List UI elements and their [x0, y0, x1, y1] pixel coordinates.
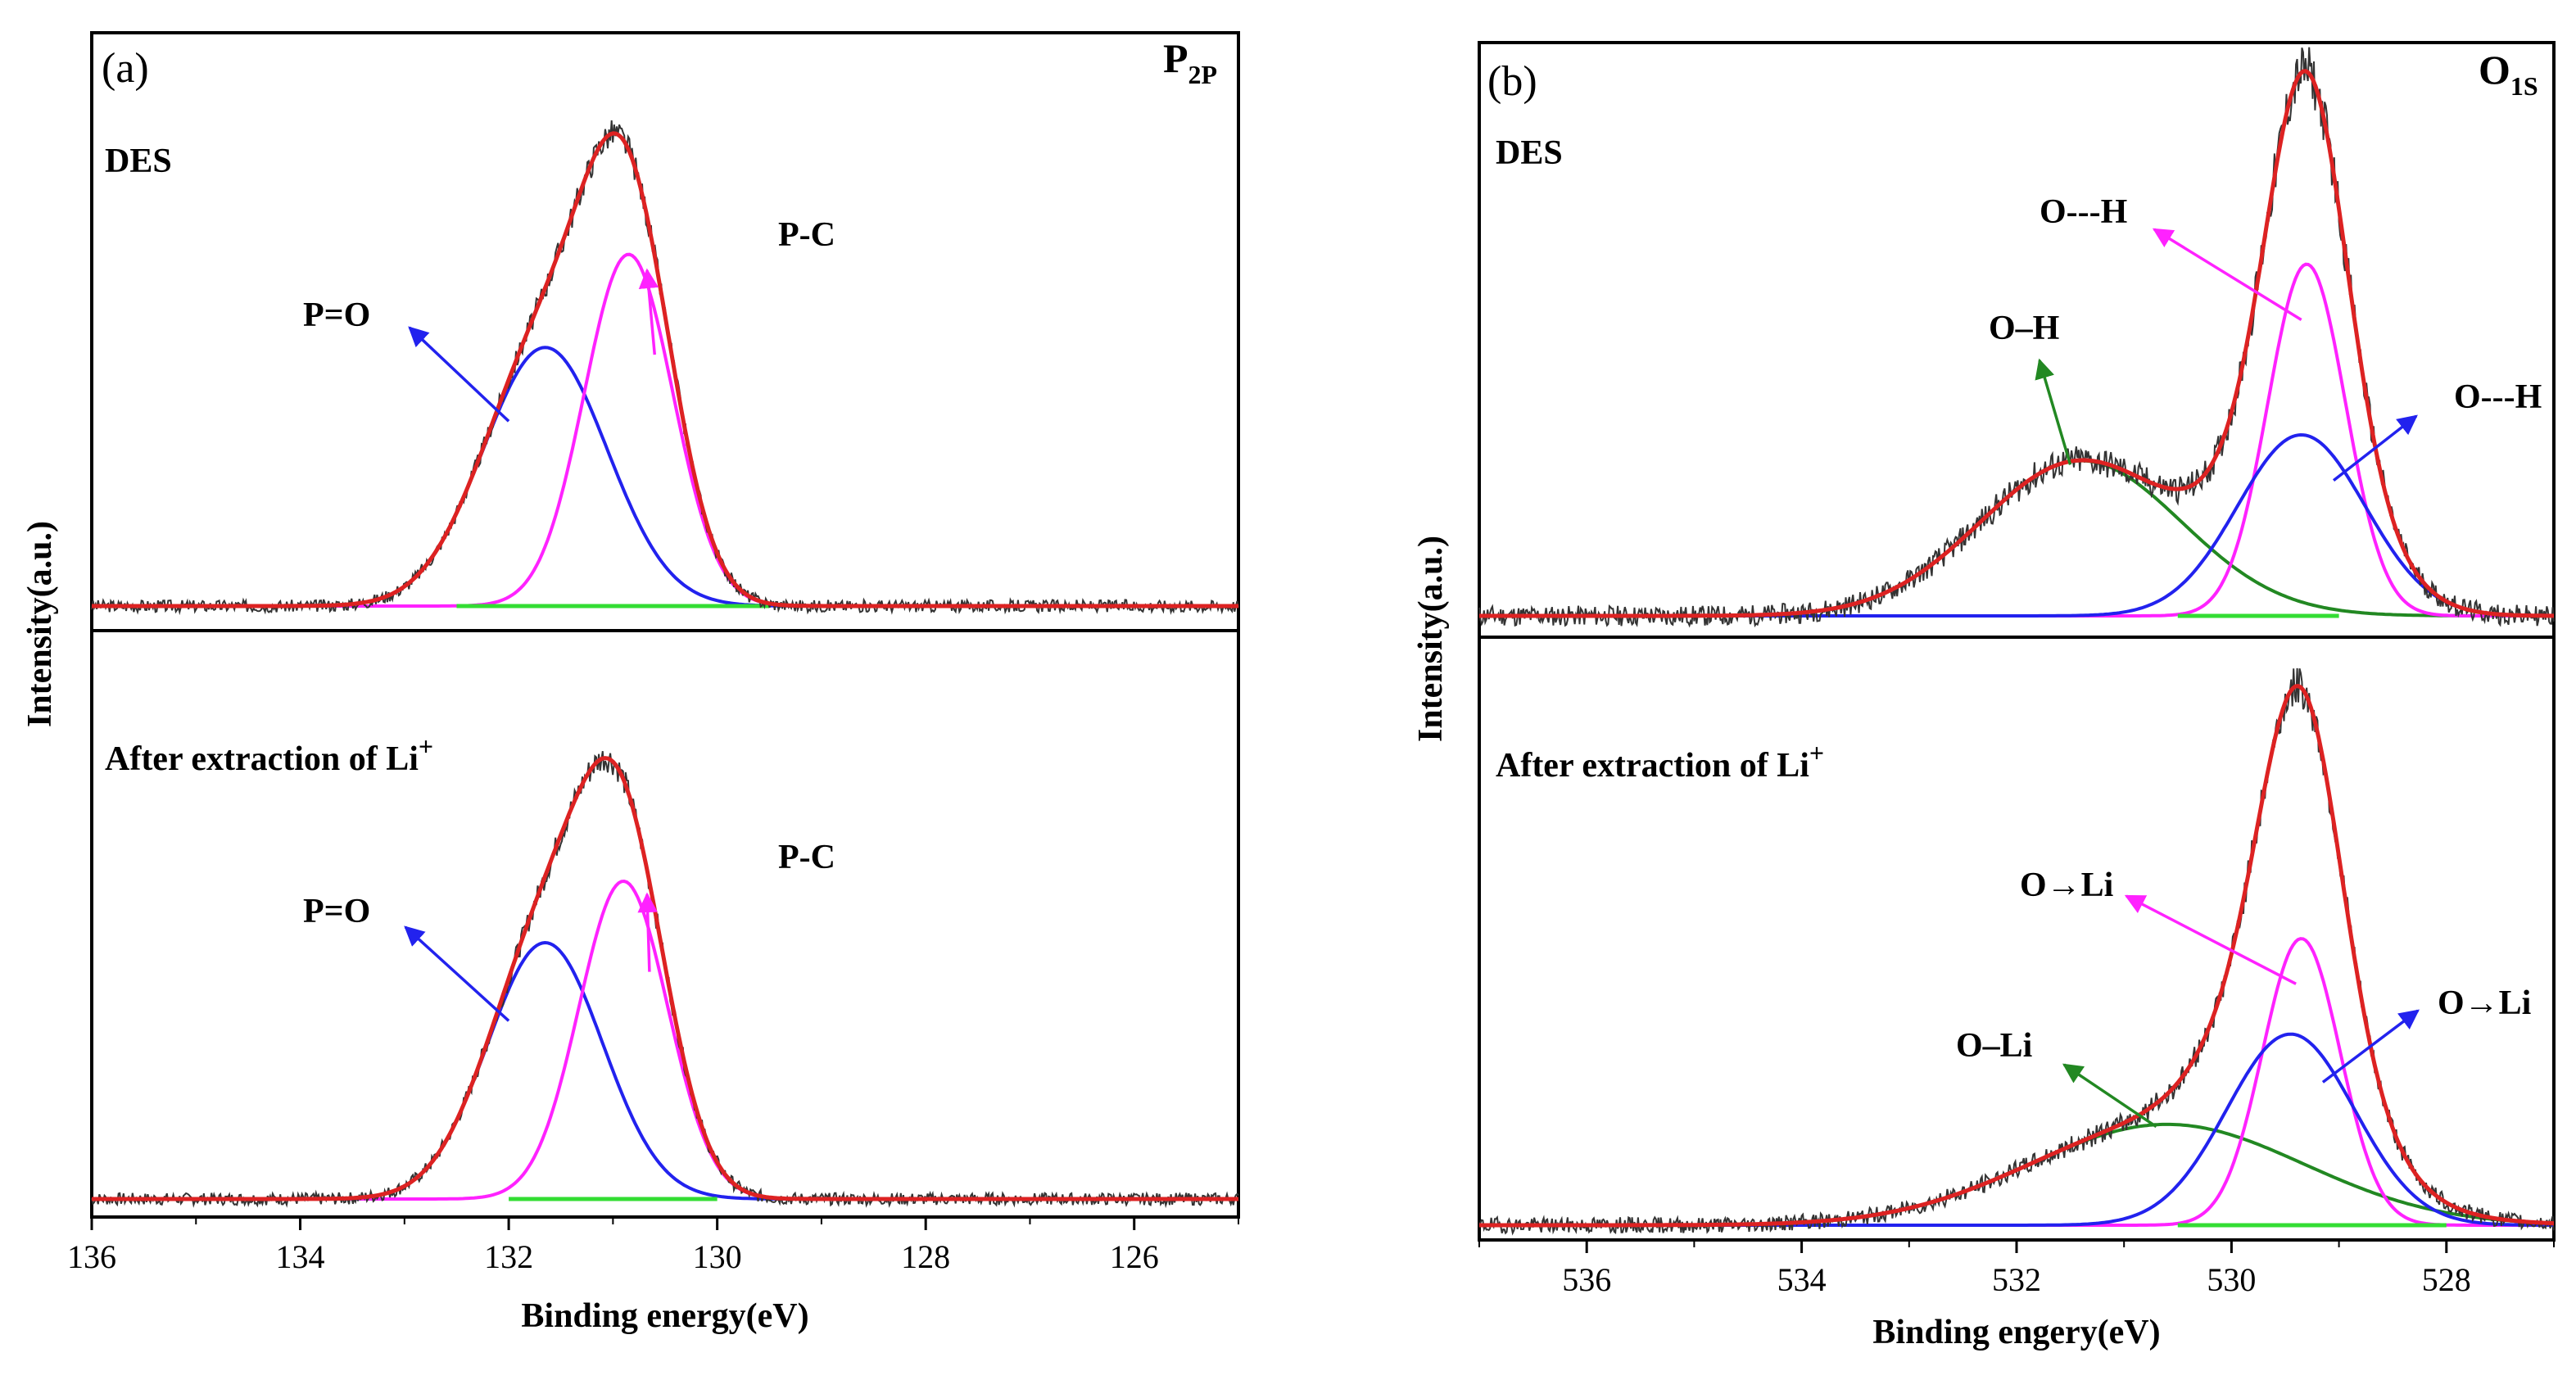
panel-b-x-title: Binding engery(eV)	[1872, 1314, 2160, 1351]
annotation-arrow	[637, 892, 658, 972]
sample-label: DES	[105, 143, 172, 180]
panel-b-top-subplot: DES O–H O---H O---H	[1478, 47, 2555, 628]
fitted-envelope	[1479, 684, 2555, 1228]
peak-annotation-label: O→Li	[2020, 866, 2114, 904]
sample-label-text: After extraction of Li	[105, 740, 419, 778]
sample-label-sup: +	[1809, 738, 1824, 767]
annotation-arrow	[2152, 228, 2302, 321]
x-tick-label: 528	[2422, 1261, 2471, 1298]
annotation-arrow	[638, 268, 659, 355]
x-tick-label: 534	[1777, 1261, 1827, 1298]
component-peak-1	[92, 940, 1238, 1201]
peak-annotation-label: P=O	[303, 296, 370, 334]
sample-label-text: DES	[1496, 134, 1563, 172]
sample-label: DES	[1496, 134, 1563, 172]
peak-annotation-label: O---H	[2040, 193, 2127, 231]
component-peak-2	[92, 879, 1238, 1201]
annotation-arrow	[2062, 1063, 2157, 1129]
annotation-arrow	[404, 925, 510, 1022]
sample-label: After extraction of Li+	[1496, 738, 1824, 785]
fitted-envelope	[92, 131, 1238, 609]
peak-annotation-label: O→Li	[2438, 984, 2532, 1022]
panel-b-y-title: Intensity(a.u.)	[1412, 536, 1450, 742]
panel-a-x-axis: 136 134 132 130 128 126	[67, 1217, 1239, 1275]
x-tick-label: 130	[693, 1238, 742, 1275]
panel-a-label: (a)	[102, 45, 149, 92]
panel-a-corner-label: P2P	[1163, 35, 1217, 89]
annotation-arrow	[408, 326, 510, 423]
annotation-arrow	[2035, 358, 2072, 465]
panel-b-corner-label: O1S	[2479, 47, 2538, 101]
panel-a-top-subplot: DES P=O P-C	[91, 120, 1239, 616]
panel-a-x-title: Binding energy(eV)	[521, 1297, 808, 1335]
component-peak-1	[92, 346, 1238, 608]
raw-spectrum	[91, 120, 1239, 616]
panel-b-label: (b)	[1487, 58, 1537, 105]
panel-a-y-title: Intensity(a.u.)	[21, 521, 59, 727]
panel-b-x-axis: 536 534 532 530 528	[1478, 1240, 2555, 1298]
annotation-arrow	[2332, 414, 2418, 482]
sample-label: After extraction of Li+	[105, 731, 433, 778]
fitted-envelope	[92, 756, 1238, 1201]
sample-label-sup: +	[419, 731, 433, 761]
x-tick-label: 126	[1110, 1238, 1159, 1275]
component-peak-2	[1479, 937, 2554, 1227]
peak-annotation-label: P-C	[778, 216, 835, 254]
x-tick-label: 530	[2207, 1261, 2256, 1298]
x-tick-label: 536	[1562, 1261, 1611, 1298]
x-tick-label: 132	[484, 1238, 533, 1275]
fitted-envelope	[1479, 69, 2554, 618]
x-tick-label: 532	[1992, 1261, 2041, 1298]
raw-spectrum	[91, 751, 1239, 1209]
peak-annotation-label: O–H	[1989, 310, 2059, 347]
peak-annotation-label: P=O	[303, 893, 370, 930]
annotation-arrow	[2124, 894, 2297, 985]
sample-label-text: After extraction of Li	[1496, 747, 1809, 785]
x-tick-label: 128	[901, 1238, 950, 1275]
x-tick-label: 136	[67, 1238, 116, 1275]
peak-annotation-label: O---H	[2454, 378, 2542, 416]
panel-a-bottom-subplot: After extraction of Li+ P=O P-C	[91, 731, 1239, 1209]
panel-b-bottom-subplot: After extraction of Li+ O–Li O→Li O→Li	[1478, 667, 2555, 1236]
peak-annotation-label: P-C	[778, 839, 835, 876]
panel-b-o1s: DES O–H O---H O---H After extraction of Li+…	[1412, 41, 2556, 1351]
peak-annotation-label: O–Li	[1956, 1027, 2033, 1065]
annotation-arrow	[2321, 1009, 2420, 1084]
x-tick-label: 134	[276, 1238, 325, 1275]
panel-a-frame	[90, 31, 1240, 1219]
sample-label-text: DES	[105, 143, 172, 180]
